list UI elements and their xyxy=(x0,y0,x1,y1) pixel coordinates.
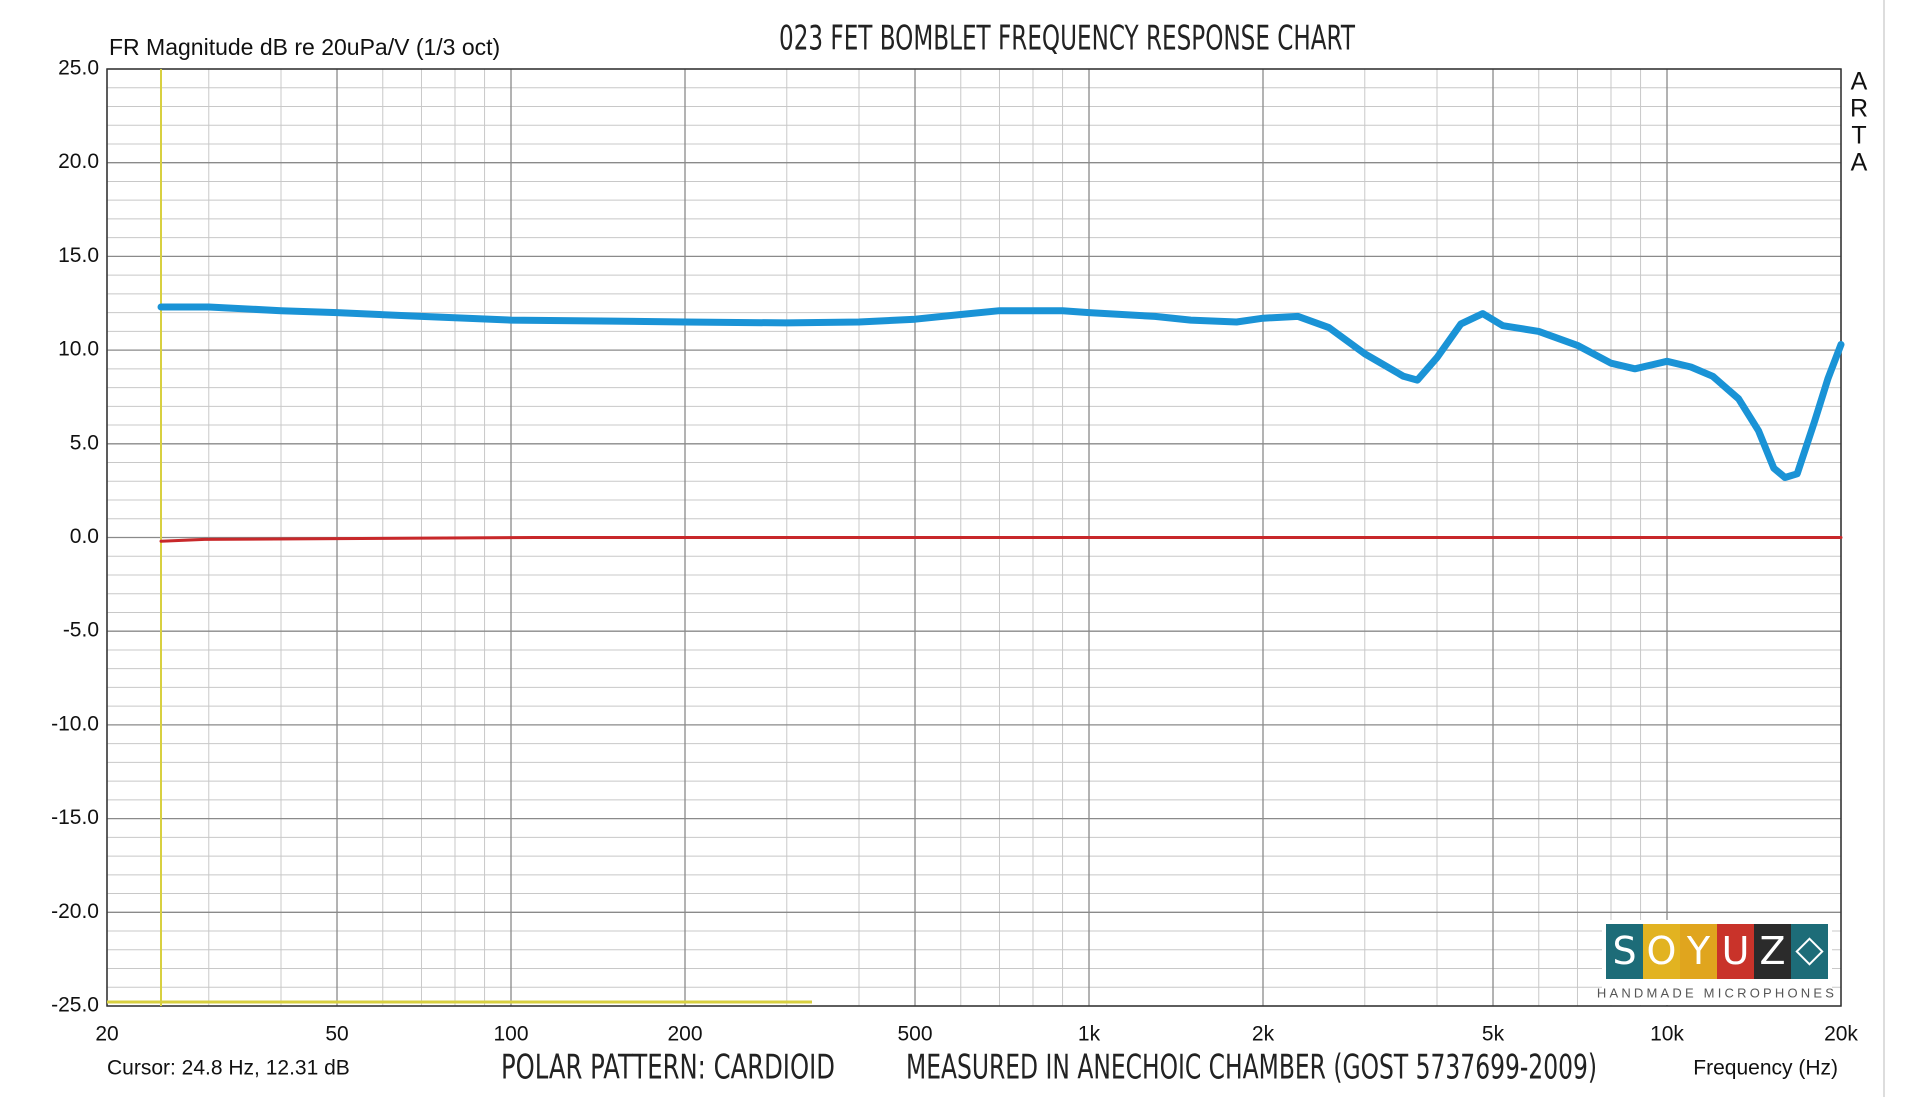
y-tick-label: -25.0 xyxy=(51,994,99,1017)
x-axis-label: Frequency (Hz) xyxy=(1693,1057,1838,1080)
cursor-label: Cursor: 24.8 Hz, 12.31 dB xyxy=(107,1057,350,1080)
y-tick-label: 20.0 xyxy=(58,150,99,173)
y-axis-label: FR Magnitude dB re 20uPa/V (1/3 oct) xyxy=(109,34,500,60)
y-tick-label: 0.0 xyxy=(70,525,99,548)
x-tick-label: 200 xyxy=(667,1023,702,1046)
logo-letter: Z xyxy=(1759,929,1785,973)
logo-tile xyxy=(1717,924,1754,979)
logo-tile xyxy=(1754,924,1791,979)
chart-title: 023 FET BOMBLET FREQUENCY RESPONSE CHART xyxy=(779,19,1355,59)
x-tick-label: 100 xyxy=(493,1023,528,1046)
y-tick-label: -20.0 xyxy=(51,900,99,923)
side-label: T xyxy=(1851,122,1866,150)
y-tick-label: 25.0 xyxy=(58,57,99,80)
y-tick-label: 15.0 xyxy=(58,244,99,267)
logo-letter: S xyxy=(1612,929,1636,973)
x-tick-label: 10k xyxy=(1650,1023,1684,1046)
side-label: A xyxy=(1851,149,1868,177)
logo-icon xyxy=(1795,937,1824,966)
y-tick-label: 5.0 xyxy=(70,431,99,454)
y-tick-label: 10.0 xyxy=(58,338,99,361)
x-tick-label: 20 xyxy=(95,1023,118,1046)
x-tick-label: 50 xyxy=(325,1023,348,1046)
y-tick-label: -10.0 xyxy=(51,712,99,735)
x-tick-label: 2k xyxy=(1252,1023,1275,1046)
y-tick-label: -5.0 xyxy=(63,619,99,642)
logo-letter: Y xyxy=(1686,929,1711,973)
logo-tagline: HANDMADE MICROPHONES xyxy=(1597,985,1837,1000)
logo-tile xyxy=(1643,924,1680,979)
note: POLAR PATTERN: CARDIOID xyxy=(501,1048,835,1088)
x-tick-label: 20k xyxy=(1824,1023,1858,1046)
logo-letter: U xyxy=(1722,929,1750,973)
x-tick-label: 1k xyxy=(1078,1023,1101,1046)
x-tick-label: 5k xyxy=(1482,1023,1505,1046)
logo-tile xyxy=(1680,924,1717,979)
side-label: R xyxy=(1850,95,1868,123)
logo-tile xyxy=(1606,924,1643,979)
series-line xyxy=(159,536,1843,543)
x-tick-label: 500 xyxy=(897,1023,932,1046)
series-line xyxy=(157,303,1845,481)
note: MEASURED IN ANECHOIC CHAMBER (GOST 57376… xyxy=(906,1048,1597,1088)
side-label: A xyxy=(1851,68,1868,96)
y-tick-label: -15.0 xyxy=(51,806,99,829)
logo-letter: O xyxy=(1647,929,1677,973)
